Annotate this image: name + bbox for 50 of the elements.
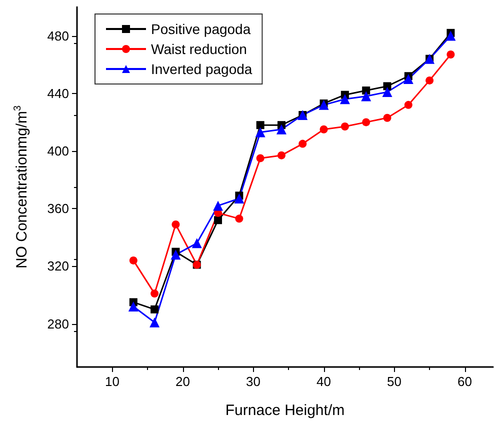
point [383, 82, 392, 90]
point [446, 30, 456, 41]
point [213, 200, 224, 211]
point [256, 121, 264, 130]
x-tick-label: 20 [176, 374, 190, 389]
legend-label: Positive pagoda [151, 21, 251, 37]
point [129, 256, 138, 264]
point [340, 94, 350, 104]
point [362, 86, 370, 95]
point [235, 214, 244, 223]
point [255, 127, 266, 138]
point [382, 86, 392, 97]
legend-label: Waist reduction [151, 41, 247, 57]
point [362, 118, 370, 126]
point [361, 91, 372, 102]
y-tick-label: 320 [47, 258, 69, 274]
x-tick-label: 40 [316, 374, 332, 389]
x-tick-label: 10 [105, 374, 120, 389]
point [256, 154, 264, 162]
point [383, 114, 392, 122]
point [214, 216, 222, 224]
x-axis-title: Furnace Height/m [225, 402, 345, 419]
point [234, 194, 244, 204]
legend-label: Inverted pagoda [151, 61, 252, 77]
point [320, 125, 328, 134]
x-tick-label: 50 [387, 374, 402, 389]
point [340, 122, 349, 131]
y-tick-label: 360 [47, 201, 69, 216]
point [446, 50, 455, 59]
point [318, 100, 329, 110]
point [150, 305, 159, 314]
point [172, 220, 180, 228]
y-tick-label: 400 [47, 144, 69, 158]
point [150, 317, 160, 328]
point [426, 76, 434, 84]
y-tick-label: 440 [47, 86, 69, 101]
point [404, 100, 412, 109]
point [128, 302, 138, 312]
point [277, 151, 286, 160]
y-tick-label: 280 [47, 316, 69, 332]
x-tick-label: 30 [246, 374, 261, 389]
y-axis-title: NO Concentrationmg/m3 [12, 105, 30, 269]
point [403, 74, 414, 84]
point [192, 238, 202, 248]
point [298, 140, 307, 148]
point [150, 290, 159, 298]
point [170, 250, 181, 260]
x-tick-label: 60 [458, 374, 472, 389]
y-tick-label: 480 [47, 28, 69, 44]
point [276, 124, 286, 134]
